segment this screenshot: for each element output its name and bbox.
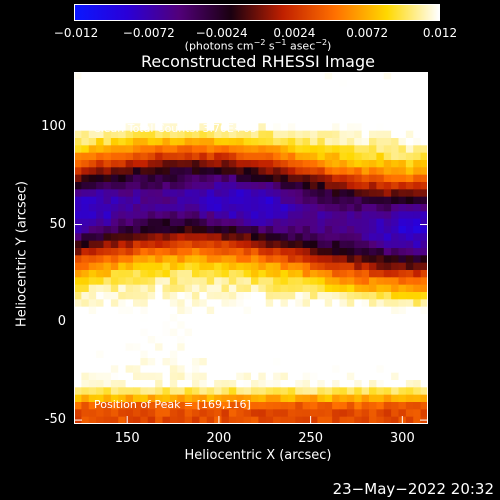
y-tick-label: 100: [41, 118, 66, 134]
colorbar-unit-label: (photons cm−2 s−1 asec−2): [184, 38, 332, 53]
y-axis-label: Heliocentric Y (arcsec): [14, 181, 30, 327]
heatmap-plot: [74, 72, 428, 424]
colorbar-tick-label: −0.0024: [195, 26, 248, 40]
y-tick-label: 0: [57, 314, 66, 330]
timestamp: 23−May−2022 20:32: [332, 480, 494, 498]
info-detectors: Detectors: 1F 5F 7F Att 0: [93, 98, 231, 111]
colorbar-tick-label: −0.0072: [122, 26, 175, 40]
peak-position-label: Position of Peak = [169,116]: [94, 398, 251, 411]
chart-title: Reconstructed RHESSI Image: [141, 52, 375, 71]
colorbar: [74, 4, 440, 21]
x-axis-label: Heliocentric X (arcsec): [184, 448, 332, 463]
colorbar-tick-label: −0.012: [53, 26, 99, 40]
info-time-range: 24−Oct−2015 02:54:00.000 to 02:58:56.000: [93, 86, 342, 99]
colorbar-tick-label: 0.0072: [346, 26, 389, 40]
y-tick-label: -50: [44, 412, 66, 428]
x-tick-label: 300: [389, 431, 415, 446]
y-tick-label: 50: [49, 216, 66, 232]
colorbar-tick-label: 0.0024: [273, 26, 316, 40]
x-tick-label: 200: [206, 431, 232, 446]
plot-frame: [74, 72, 428, 424]
x-tick-label: 150: [114, 431, 140, 446]
info-total-counts: Clean Total Counts: 3.70E+05: [93, 122, 258, 135]
x-tick-label: 250: [298, 431, 324, 446]
info-energy-range: Energy Range: 25.0 − 50.0 keV: [93, 110, 267, 123]
colorbar-tick-label: 0.012: [422, 26, 458, 40]
